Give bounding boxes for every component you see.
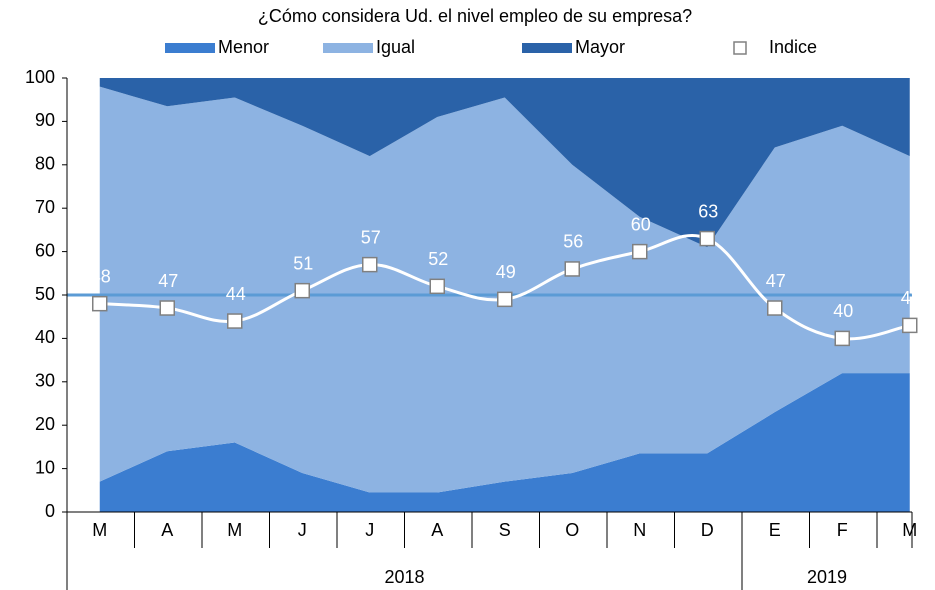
x-tick-label: F xyxy=(837,520,848,540)
marker xyxy=(159,300,175,316)
x-tick-label: E xyxy=(769,520,781,540)
x-tick-label: M xyxy=(92,520,107,540)
x-tick-label: S xyxy=(499,520,511,540)
y-tick-label: 50 xyxy=(35,284,55,304)
marker xyxy=(767,300,783,316)
y-tick-label: 70 xyxy=(35,197,55,217)
x-tick-label: M xyxy=(902,520,917,540)
y-tick-label: 100 xyxy=(25,67,55,87)
x-tick-label: O xyxy=(565,520,579,540)
y-tick-label: 30 xyxy=(35,371,55,391)
chart-title: ¿Cómo considera Ud. el nivel empleo de s… xyxy=(258,6,692,26)
legend-swatch xyxy=(165,43,215,53)
legend-swatch xyxy=(323,43,373,53)
x-tick-label: D xyxy=(701,520,714,540)
data-label: 40 xyxy=(833,301,853,321)
legend-label: Indice xyxy=(769,37,817,57)
x-tick-label: N xyxy=(633,520,646,540)
data-label: 47 xyxy=(766,271,786,291)
marker xyxy=(834,330,850,347)
legend-label: Igual xyxy=(376,37,415,57)
x-tick-label: M xyxy=(227,520,242,540)
area xyxy=(99,373,910,512)
data-label: 44 xyxy=(226,284,246,304)
legend-swatch xyxy=(522,43,572,53)
y-tick-label: 0 xyxy=(45,501,55,521)
data-label: 63 xyxy=(698,201,718,221)
y-tick-label: 10 xyxy=(35,457,55,477)
marker xyxy=(294,282,310,299)
marker xyxy=(429,278,445,295)
y-tick-label: 40 xyxy=(35,327,55,347)
data-label: 43 xyxy=(901,288,921,308)
legend-label: Mayor xyxy=(575,37,625,57)
marker xyxy=(564,261,580,277)
area xyxy=(99,78,910,248)
data-label: 51 xyxy=(293,253,313,273)
marker xyxy=(497,291,513,308)
data-label: 52 xyxy=(428,249,448,269)
marker xyxy=(699,230,715,247)
legend-swatch xyxy=(733,41,747,55)
y-tick-label: 90 xyxy=(35,110,55,130)
x-tick-label: J xyxy=(298,520,307,540)
data-label: 49 xyxy=(496,262,516,282)
area xyxy=(99,86,910,493)
marker xyxy=(92,295,108,312)
data-label: 60 xyxy=(631,214,651,234)
group-label: 2019 xyxy=(807,567,847,587)
y-tick-label: 20 xyxy=(35,414,55,434)
group-label: 2018 xyxy=(384,567,424,587)
marker xyxy=(227,313,243,329)
data-label: 56 xyxy=(563,232,583,252)
marker xyxy=(902,317,918,334)
data-label: 47 xyxy=(158,271,178,291)
legend-label: Menor xyxy=(218,37,269,57)
marker xyxy=(632,243,648,260)
x-tick-label: A xyxy=(161,520,173,540)
y-tick-label: 60 xyxy=(35,240,55,260)
data-label: 57 xyxy=(361,227,381,247)
marker xyxy=(362,256,378,273)
x-tick-label: A xyxy=(431,520,443,540)
y-tick-label: 80 xyxy=(35,154,55,174)
data-label: 48 xyxy=(91,266,111,286)
x-tick-label: J xyxy=(365,520,374,540)
